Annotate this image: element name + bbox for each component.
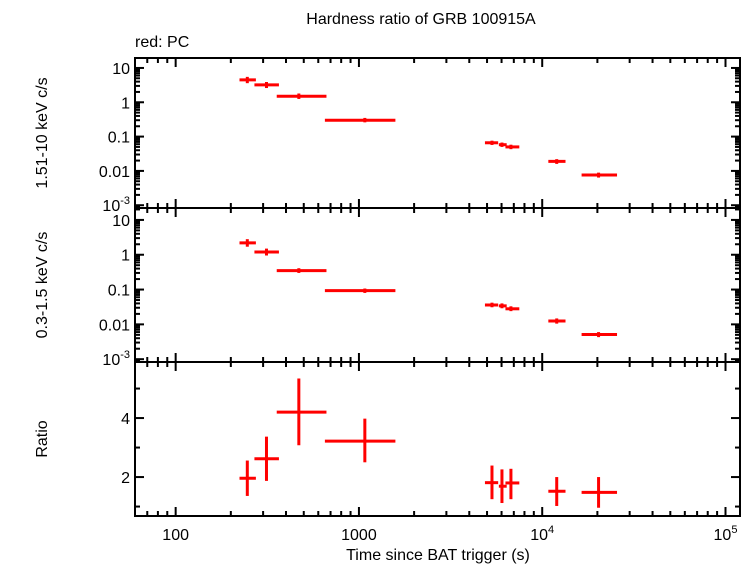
y-tick-label: 0.01 xyxy=(99,164,130,181)
data-point-soft xyxy=(498,303,507,309)
data-point-hard xyxy=(498,142,507,147)
y-tick-label: 10-3 xyxy=(102,349,130,369)
x-tick-label: 1000 xyxy=(341,527,377,544)
data-point-hard xyxy=(505,144,520,150)
data-point-ratio xyxy=(484,465,499,500)
data-point-hard xyxy=(484,140,499,145)
y-tick-label: 0.01 xyxy=(99,317,130,334)
y-tick-label: 1 xyxy=(121,248,130,265)
data-point-hard xyxy=(254,81,279,89)
panel-frame-hard xyxy=(134,57,741,209)
y-tick-label: 0.1 xyxy=(108,130,130,147)
data-point-hard xyxy=(581,172,618,178)
y-axis-label-ratio: Ratio xyxy=(34,420,51,457)
y-tick-label: 4 xyxy=(121,411,130,428)
data-point-soft xyxy=(581,332,618,338)
data-point-hard xyxy=(239,76,256,84)
x-tick-label: 104 xyxy=(530,524,554,544)
data-point-hard xyxy=(548,159,566,164)
data-point-ratio xyxy=(581,477,618,508)
y-tick-label: 10-3 xyxy=(102,195,130,215)
data-point-soft xyxy=(276,268,327,273)
y-tick-label: 10 xyxy=(112,213,130,230)
data-point-ratio xyxy=(548,477,566,506)
data-point-ratio xyxy=(276,378,327,446)
y-tick-label: 0.1 xyxy=(108,283,130,300)
data-point-ratio xyxy=(498,469,507,504)
x-axis-label: Time since BAT trigger (s) xyxy=(346,547,530,564)
panel-frame-soft xyxy=(134,207,741,363)
chart-subtitle: red: PC xyxy=(135,34,189,51)
data-point-hard xyxy=(276,93,327,99)
data-point-soft xyxy=(239,239,256,247)
x-tick-label: 100 xyxy=(162,527,189,544)
y-tick-label: 10 xyxy=(112,61,130,78)
chart-title: Hardness ratio of GRB 100915A xyxy=(306,11,536,28)
data-point-hard xyxy=(324,117,396,123)
y-axis-label-hard: 1.51-10 keV c/s xyxy=(34,77,51,188)
data-point-soft xyxy=(484,302,499,308)
y-tick-label: 2 xyxy=(121,470,130,487)
data-point-ratio xyxy=(505,468,520,500)
y-axis-label-soft: 0.3-1.5 keV c/s xyxy=(34,232,51,339)
x-tick-label: 105 xyxy=(714,524,738,544)
data-point-ratio xyxy=(254,436,279,481)
y-tick-label: 1 xyxy=(121,95,130,112)
data-point-ratio xyxy=(324,418,396,463)
data-point-soft xyxy=(548,318,566,324)
data-point-soft xyxy=(324,288,396,293)
panel-frame-ratio xyxy=(134,361,741,517)
data-point-ratio xyxy=(239,460,256,496)
data-point-soft xyxy=(505,306,520,312)
data-point-soft xyxy=(254,248,279,256)
